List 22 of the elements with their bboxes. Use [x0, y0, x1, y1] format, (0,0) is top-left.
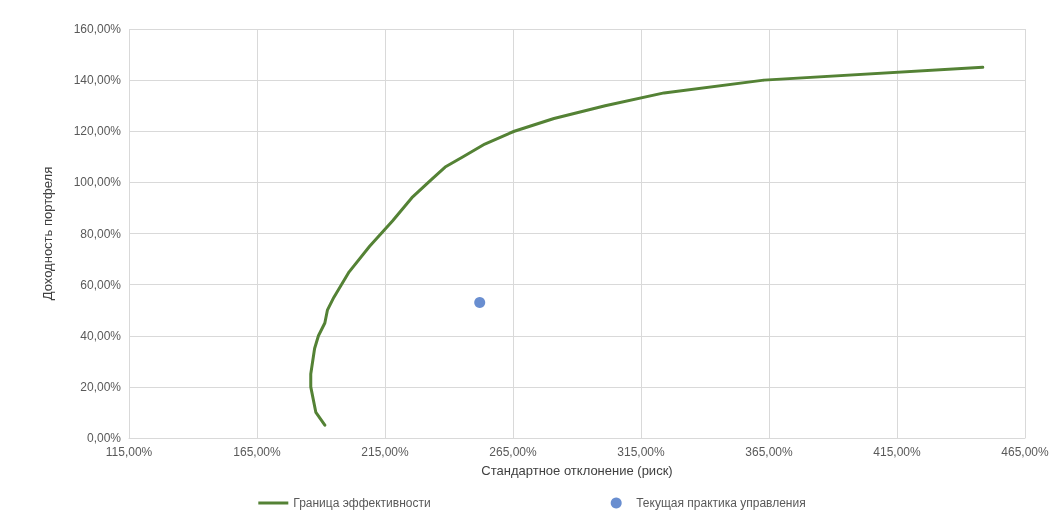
y-tick-label: 20,00%	[80, 379, 122, 394]
y-tick-label: 0,00%	[86, 431, 122, 445]
x-tick-label: 265,00%	[489, 445, 538, 459]
x-tick-label: 315,00%	[617, 445, 666, 459]
y-tick-label: 140,00%	[73, 73, 122, 88]
legend-label: Граница эффективности	[293, 496, 431, 510]
line-series	[309, 65, 985, 427]
x-tick-label: 415,00%	[873, 445, 922, 459]
x-tick-label: 365,00%	[745, 445, 794, 459]
y-tick-label: 100,00%	[73, 175, 122, 190]
x-tick-label: 465,00%	[1001, 445, 1050, 459]
y-axis-title: Доходность портфеля	[40, 166, 55, 301]
y-tick-label: 160,00%	[73, 22, 122, 36]
y-tick-label: 60,00%	[80, 277, 122, 292]
x-tick-label: 165,00%	[233, 445, 282, 459]
x-tick-label: 215,00%	[361, 445, 410, 459]
legend-label: Текущая практика управления	[636, 496, 806, 510]
x-tick-label: 115,00%	[105, 445, 153, 459]
y-tick-label: 80,00%	[80, 226, 122, 241]
y-tick-label: 120,00%	[73, 124, 122, 139]
y-tick-label: 40,00%	[80, 328, 122, 343]
x-axis-title: Стандартное отклонение (риск)	[481, 463, 673, 478]
